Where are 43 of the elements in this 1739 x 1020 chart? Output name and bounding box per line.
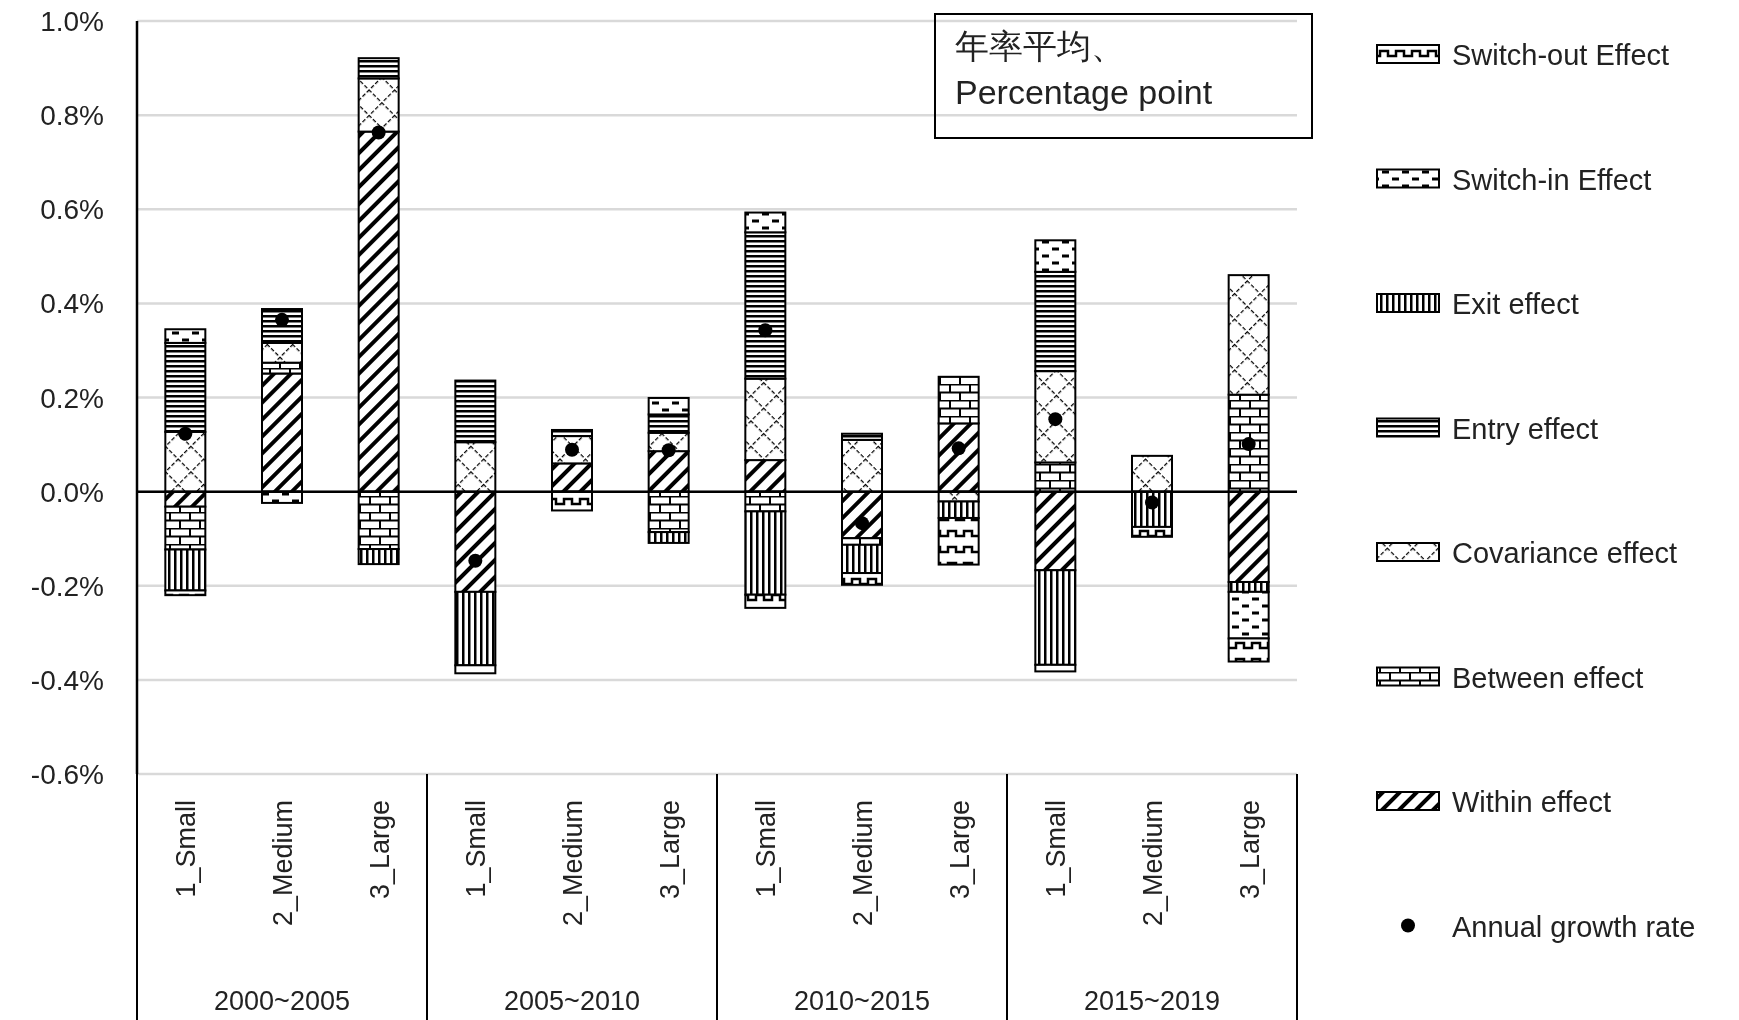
text: 2010~2015 [794,986,930,1016]
text: 2000~2005 [214,986,350,1016]
y-tick-label: 0.6% [40,194,104,226]
y-tick-label: 0.4% [40,288,104,320]
x-tick-label: 2_Medium [1138,800,1168,927]
legend-label: Switch-in Effect [1452,163,1652,196]
y-tick-label: 0.0% [40,476,104,508]
x-tick-label: 1_Small [751,800,782,898]
x-tick-label: 1_Small [1041,800,1072,898]
x-tick-label: 3_Large [944,800,975,900]
point [371,125,386,140]
x-tick-label: 3_Large [1234,800,1265,900]
text: 2015~2019 [1084,986,1220,1016]
legend-label: Exit effect [1452,288,1579,320]
x-tick-label: 1_Small [461,800,492,898]
legend-label: Annual growth rate [1452,910,1696,943]
point [1241,437,1256,452]
x-tick-label: 3_Large [364,800,395,900]
y-tick-label: -0.2% [30,570,104,602]
y-tick-label: 1.0% [40,6,104,37]
point [1048,412,1063,427]
y-tick-label: -0.4% [30,664,104,696]
annotation: 年率平均、 Percentage point [955,27,1213,111]
legend-label: Between effect [1452,661,1644,694]
y-tick-label: 0.8% [40,100,104,132]
x-tick-label: 3_Large [654,800,685,900]
legend-label: Within effect [1452,786,1612,818]
x-tick-label: 2_Medium [558,800,588,927]
point [855,516,869,531]
point [951,441,966,456]
legend-label: Covariance effect [1452,537,1678,569]
y-tick-label: 0.2% [40,382,104,414]
point [758,323,773,338]
x-tick-label: 2_Medium [848,800,878,927]
x-tick-label: 2_Medium [268,800,298,927]
legend-label: Switch-out Effect [1452,39,1670,71]
x-tick-label: 1_Small [171,800,202,898]
point [661,443,676,458]
text: 2005~2010 [504,986,640,1016]
legend-label: Entry effect [1452,412,1599,445]
y-tick-label: -0.6% [30,759,104,790]
point [178,426,193,441]
point [468,553,483,568]
